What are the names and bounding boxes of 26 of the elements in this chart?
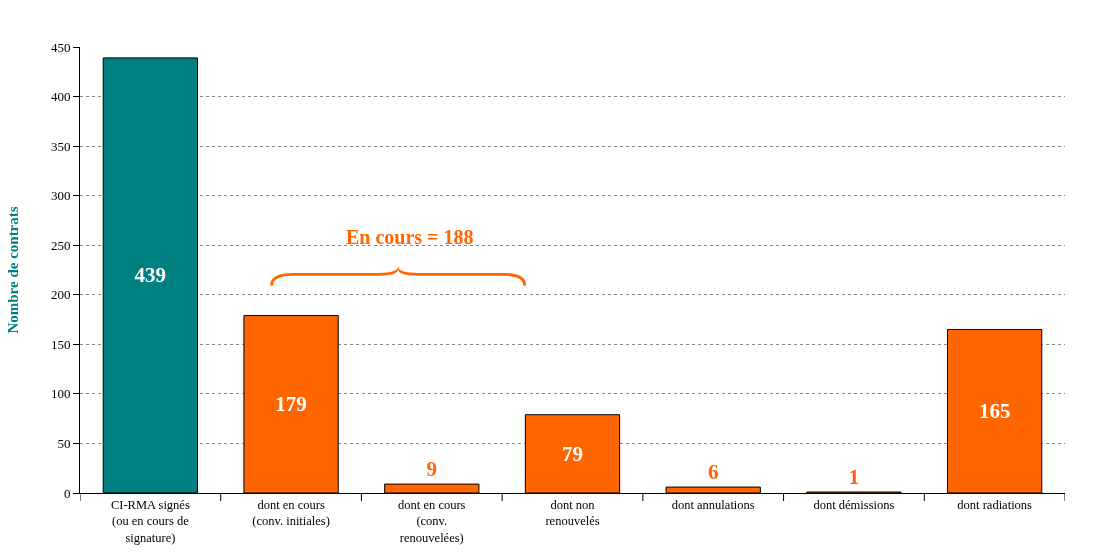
data-label: 165: [978, 399, 1011, 424]
x-tick-label: CI-RMA signés (ou en cours de signature): [110, 498, 190, 545]
data-label: 179: [275, 392, 307, 417]
y-tick-label: 350: [50, 138, 71, 154]
y-axis-title: Nombre de contrats: [5, 206, 22, 334]
data-label: 9: [426, 457, 438, 482]
y-tick-label: 250: [50, 237, 71, 253]
y-tick-label: 200: [50, 287, 71, 303]
y-tick-label: 300: [50, 188, 71, 204]
y-tick-label: 50: [57, 435, 71, 451]
data-label: 1: [848, 465, 860, 490]
y-tick-label: 150: [50, 336, 71, 352]
x-tick-label: dont en cours (conv. renouvelées): [398, 498, 466, 545]
x-tick-label: dont annulations: [671, 498, 755, 512]
x-tick-label: dont en cours (conv. initiales): [252, 498, 330, 529]
data-label: 79: [562, 441, 583, 466]
data-label: 6: [707, 460, 719, 485]
y-tick-label: 0: [63, 485, 71, 501]
data-label: 439: [134, 263, 167, 288]
x-tick-label: dont radiations: [957, 498, 1033, 512]
y-tick-label: 100: [50, 386, 71, 402]
x-tick-label: dont non renouvelés: [545, 498, 600, 529]
x-tick-label: dont démissions: [813, 498, 895, 512]
y-tick-label: 400: [50, 89, 71, 105]
annotation: En cours = 188: [346, 226, 474, 248]
y-tick-label: 450: [50, 39, 71, 55]
